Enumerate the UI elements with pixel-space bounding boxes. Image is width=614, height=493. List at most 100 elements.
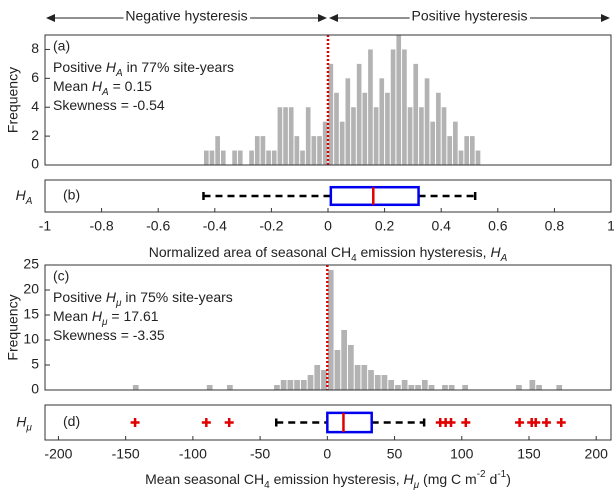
- bar: [407, 107, 413, 165]
- text-part: A: [25, 196, 33, 207]
- bar: [379, 78, 385, 165]
- annotation: Mean HA = 0.15: [53, 78, 152, 98]
- box: [326, 411, 373, 434]
- bar: [215, 136, 220, 165]
- text-part: A: [500, 253, 508, 264]
- plot-frame: [44, 404, 612, 441]
- text-part: Skewness = -0.54: [53, 97, 165, 113]
- bar: [314, 365, 321, 390]
- bar: [274, 385, 280, 390]
- header-right: Positive hysteresis: [412, 8, 528, 24]
- panel-label: (c): [53, 268, 69, 284]
- text-part: emission hysteresis,: [357, 244, 491, 260]
- x-tick-label: -200: [44, 446, 72, 462]
- box: [329, 185, 420, 207]
- text-part: H: [490, 244, 501, 260]
- outlier: [531, 418, 541, 427]
- plot-frame: [44, 34, 612, 166]
- x-tick-label: -0.2: [259, 218, 283, 234]
- bar: [458, 150, 464, 165]
- bar: [362, 92, 368, 165]
- bar: [441, 107, 447, 165]
- arrow-head: [601, 14, 610, 22]
- y-tick-label: 8: [31, 40, 39, 56]
- bar: [428, 385, 435, 390]
- plot-frame: [44, 264, 612, 391]
- bar: [334, 92, 339, 165]
- x-tick-label: -50: [250, 446, 270, 462]
- bar: [341, 330, 347, 390]
- bar: [351, 107, 356, 165]
- annotation: Positive Hμ in 75% site-years: [53, 289, 233, 309]
- bar: [361, 365, 368, 390]
- y-axis-label: Frequency: [5, 294, 21, 360]
- bar: [453, 121, 458, 165]
- bar: [287, 380, 294, 390]
- x-tick-label: -0.4: [203, 218, 227, 234]
- bar: [475, 150, 481, 165]
- bar: [356, 63, 362, 166]
- panel-label: (d): [63, 413, 80, 429]
- text-part: 4: [351, 253, 357, 264]
- x-tick-label: -0.6: [146, 218, 170, 234]
- text-part: 4: [264, 480, 270, 491]
- bar: [419, 107, 424, 165]
- arrow-head: [318, 14, 327, 22]
- outlier: [130, 418, 140, 427]
- bar: [374, 375, 381, 390]
- text-part: H: [92, 78, 103, 94]
- bar: [385, 92, 390, 165]
- text-part: μ: [101, 317, 108, 328]
- panel-label: (b): [63, 187, 80, 203]
- bar: [132, 385, 139, 390]
- bar: [408, 385, 415, 390]
- text-part: μ: [25, 423, 32, 434]
- bar: [294, 136, 300, 165]
- y-tick-label: 0: [31, 156, 39, 172]
- y-axis-label: HA: [16, 187, 33, 207]
- bar: [339, 121, 345, 165]
- bar: [283, 107, 288, 165]
- x-tick-label: 200: [585, 446, 609, 462]
- text-part: μ: [115, 298, 122, 309]
- text-part: -1: [497, 469, 506, 480]
- bar: [328, 63, 334, 166]
- header-left: Negative hysteresis: [125, 8, 247, 24]
- x-tick-label: -100: [179, 446, 207, 462]
- bar: [249, 150, 254, 165]
- x-tick-label: 0.4: [431, 218, 451, 234]
- bar: [402, 49, 407, 165]
- y-axis-label: Frequency: [5, 67, 21, 133]
- outlier: [201, 418, 211, 427]
- bar: [442, 385, 448, 390]
- bar: [556, 385, 563, 390]
- text-part: (mg C m: [419, 471, 477, 487]
- x-tick-label: 0.6: [488, 218, 508, 234]
- x-axis-label: Mean seasonal CH4 emission hysteresis, H…: [145, 469, 511, 491]
- bar: [307, 375, 314, 390]
- text-part: d: [486, 471, 498, 487]
- outlier: [541, 418, 551, 427]
- x-tick-label: -1: [39, 218, 52, 234]
- bar: [388, 380, 395, 390]
- y-axis-label: Hμ: [16, 413, 32, 433]
- text-part: Mean seasonal CH: [145, 471, 264, 487]
- bar: [277, 107, 283, 165]
- plot-frame: [44, 179, 612, 213]
- bar: [300, 380, 307, 390]
- bar: [395, 385, 401, 390]
- bar: [470, 136, 475, 165]
- bar: [209, 150, 215, 165]
- outlier: [556, 418, 566, 427]
- y-tick-label: 10: [23, 331, 39, 347]
- bar: [327, 270, 334, 390]
- bar: [334, 350, 341, 390]
- text-part: -2: [477, 469, 486, 480]
- text-part: A: [101, 87, 109, 98]
- x-tick-label: 0.2: [375, 218, 395, 234]
- bar: [413, 63, 419, 166]
- bar: [529, 380, 536, 390]
- outlier: [461, 418, 471, 427]
- text-part: = 0.15: [109, 78, 152, 94]
- bar: [300, 150, 305, 165]
